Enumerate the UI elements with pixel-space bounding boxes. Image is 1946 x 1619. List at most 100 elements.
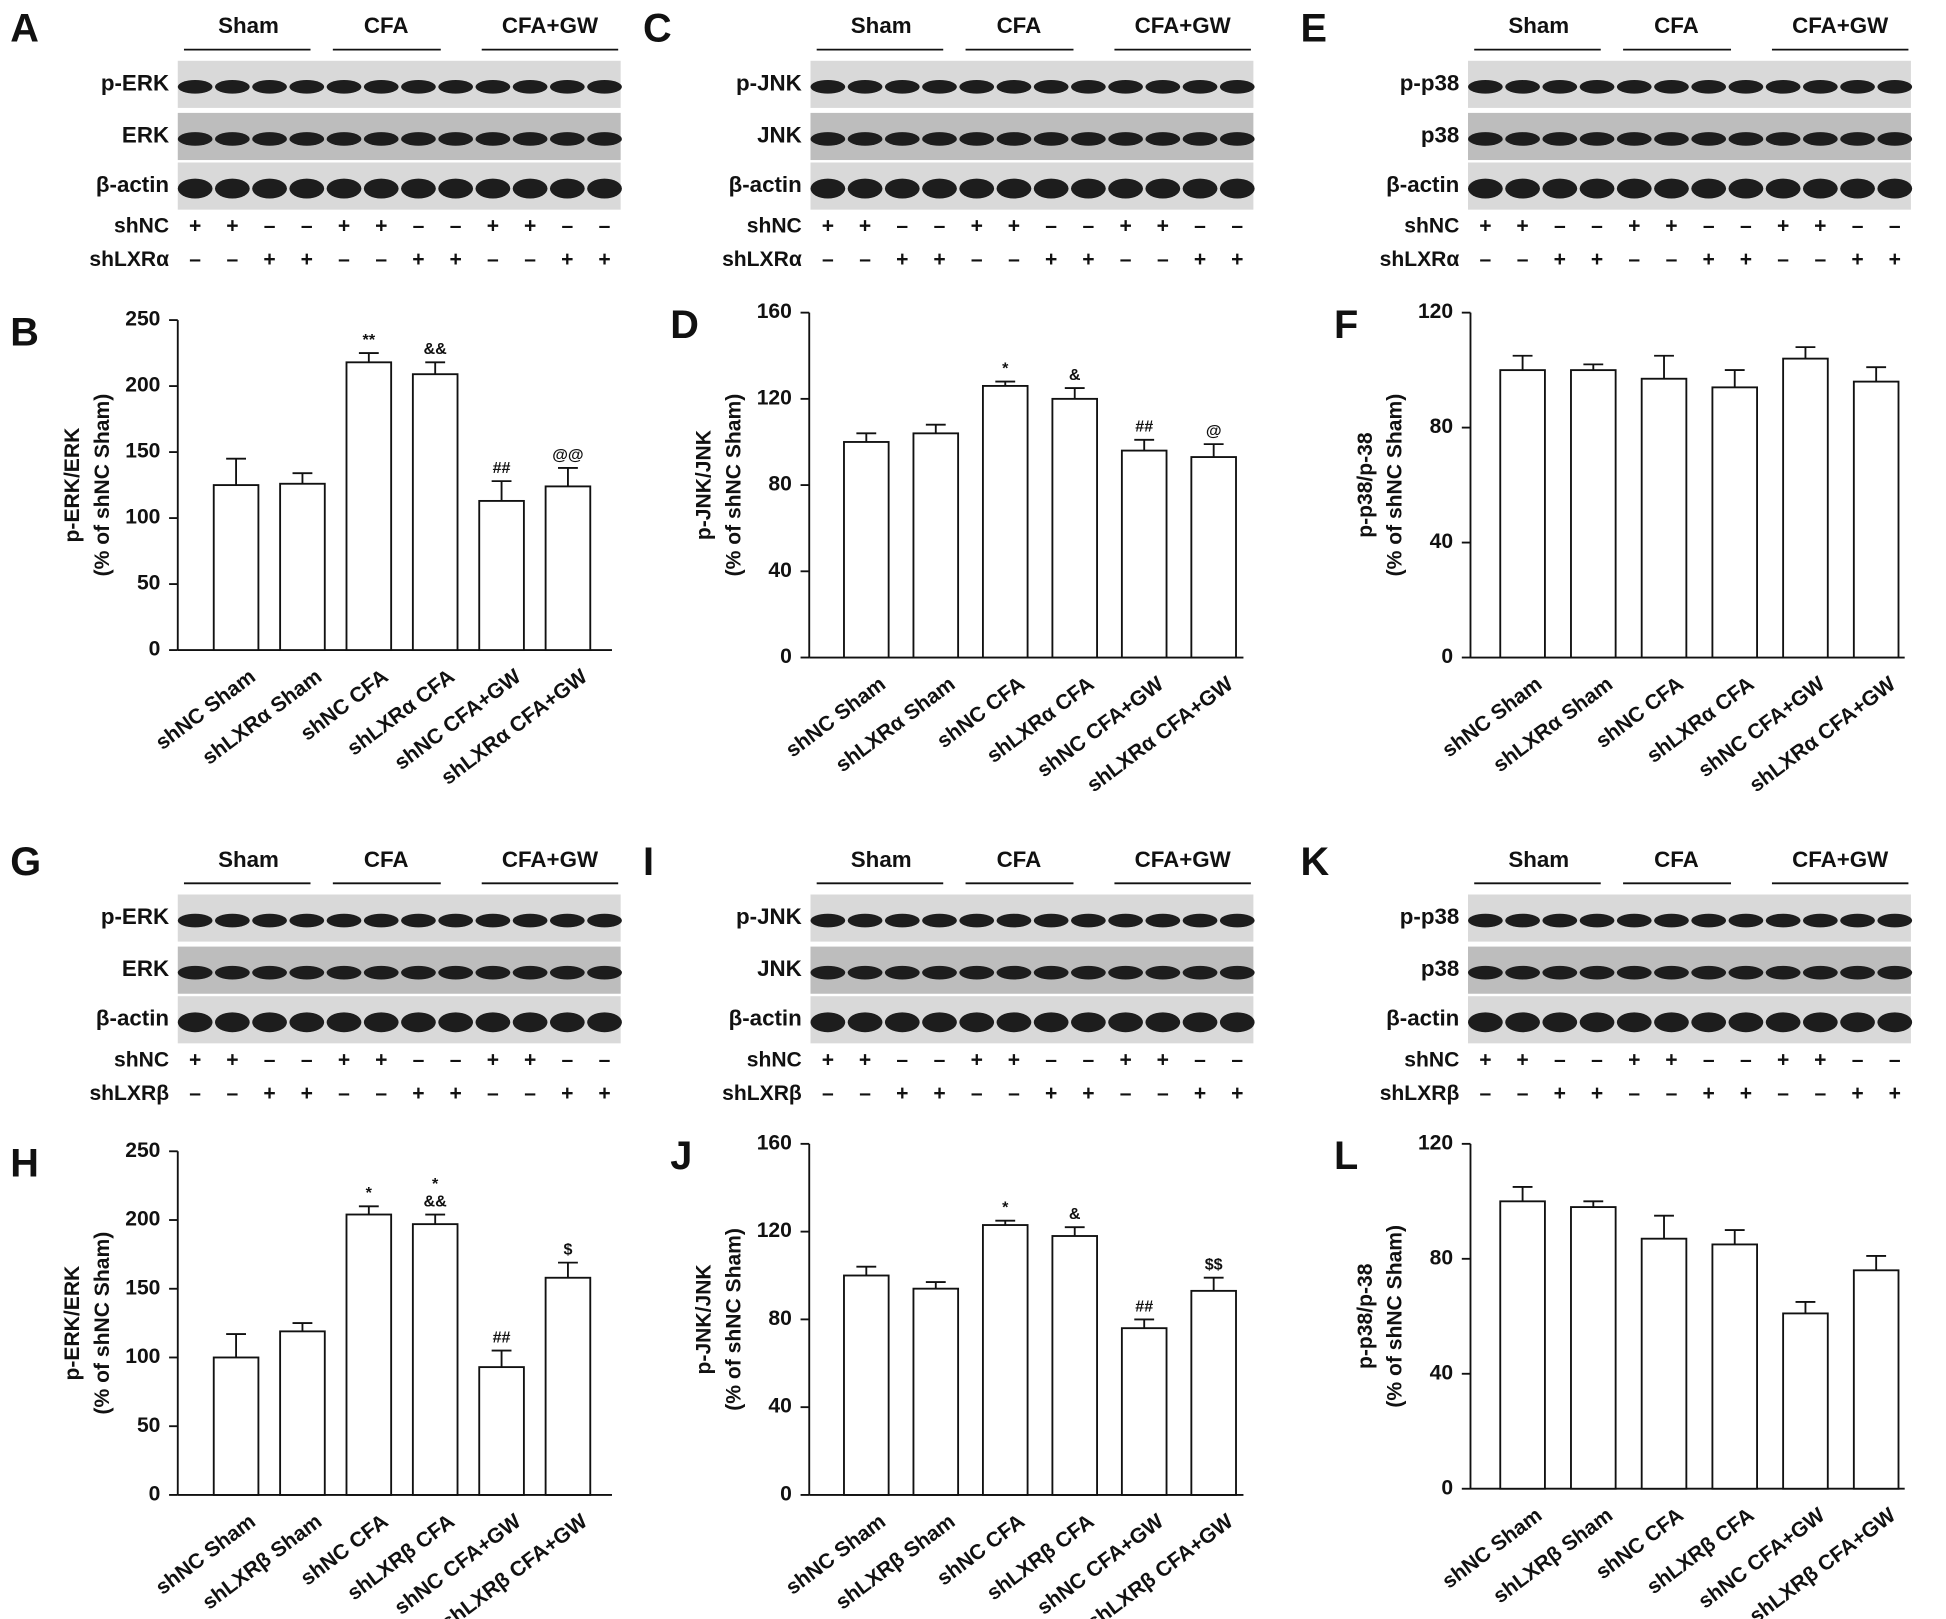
y-tick-label: 150 (125, 440, 160, 463)
blot-band (1219, 178, 1255, 199)
y-axis-label: (% of shNC Sham) (91, 394, 114, 577)
bar (1711, 1243, 1758, 1490)
blot-band (1691, 965, 1727, 980)
blot-band (1654, 1012, 1689, 1033)
y-axis-label: p-ERK/ERK (61, 427, 84, 543)
treatment-sign: + (301, 1082, 313, 1105)
significance-mark: @ (1206, 422, 1222, 440)
panel-letter: D (670, 303, 699, 347)
blot-band (810, 913, 846, 928)
panel-letter: F (1334, 303, 1358, 347)
blot-band (1505, 178, 1540, 199)
treatment-sign: – (413, 1048, 425, 1071)
treatment-sign: + (1082, 248, 1094, 271)
significance-mark: & (1069, 1205, 1081, 1223)
blot-band (512, 1012, 548, 1033)
bar (912, 1287, 960, 1496)
blot-band (1033, 913, 1069, 928)
bar (843, 441, 890, 659)
blot-band (1579, 1012, 1615, 1033)
treatment-sign: + (1119, 215, 1131, 238)
blot-band (810, 965, 846, 980)
blot-band (1468, 178, 1503, 199)
blot-band (475, 178, 511, 199)
row-label: p-p38 (1400, 904, 1460, 929)
blot-band (326, 80, 362, 94)
treatment-sign: – (1852, 1048, 1864, 1071)
blot-band (1505, 80, 1540, 94)
blot-strip (810, 946, 1254, 994)
treatment-sign: + (1703, 1082, 1715, 1105)
blot-band (959, 178, 995, 199)
blot-band (177, 80, 213, 94)
y-tick-label: 100 (125, 1345, 160, 1368)
blot-strip (1468, 112, 1911, 161)
treatment-sign: – (971, 1082, 983, 1105)
blot-band (1108, 178, 1143, 199)
blot-band (1071, 1012, 1106, 1033)
treatment-label: shLXRβ (722, 1082, 802, 1105)
treatment-sign: + (896, 1082, 908, 1105)
treatment-sign: + (338, 215, 350, 238)
blot-band (996, 132, 1032, 146)
blot-band (1145, 965, 1181, 980)
treatment-sign: – (1703, 215, 1715, 238)
blot-band (1108, 132, 1143, 146)
blot-band (326, 913, 362, 928)
treatment-sign: – (1814, 248, 1826, 271)
blot-band (1579, 965, 1615, 980)
treatment-sign: + (1889, 1082, 1901, 1105)
treatment-label: shNC (747, 215, 802, 238)
blot-band (1145, 80, 1181, 94)
blot-band (959, 132, 995, 146)
blot-band (438, 913, 474, 928)
treatment-sign: + (1479, 215, 1491, 238)
treatment-sign: – (338, 1082, 350, 1105)
bar (1570, 1206, 1617, 1490)
blot-band (326, 965, 362, 980)
blot-band (847, 965, 883, 980)
blot-band (326, 178, 362, 199)
significance-mark: $ (563, 1240, 572, 1258)
blot-band (922, 965, 957, 980)
blot-band (922, 913, 957, 928)
treatment-sign: – (226, 248, 238, 271)
treatment-sign: + (1740, 248, 1752, 271)
treatment-sign: – (822, 248, 834, 271)
blot-band (587, 132, 622, 146)
treatment-sign: – (1231, 1048, 1243, 1071)
treatment-sign: + (1628, 1048, 1640, 1071)
treatment-sign: + (1740, 1082, 1752, 1105)
blot-band (884, 80, 920, 94)
row-label: p38 (1421, 122, 1459, 147)
treatment-sign: + (1157, 215, 1169, 238)
treatment-sign: – (1045, 1048, 1057, 1071)
y-axis-label: (% of shNC Sham) (1384, 394, 1407, 577)
blot-band (549, 132, 585, 146)
treatment-sign: + (226, 215, 238, 238)
group-label: CFA+GW (1792, 13, 1889, 38)
blot-band (810, 178, 846, 199)
treatment-sign: + (189, 215, 201, 238)
treatment-sign: + (1665, 1048, 1677, 1071)
blot-band (1468, 1012, 1503, 1033)
blot-band (1840, 1012, 1875, 1033)
group-label: CFA (1654, 13, 1699, 38)
blot-band (1802, 178, 1838, 199)
treatment-sign: + (1591, 248, 1603, 271)
row-label: p-JNK (736, 904, 802, 929)
blot-band (1468, 132, 1503, 146)
blot-band (1691, 80, 1727, 94)
treatment-sign: – (1777, 248, 1789, 271)
blot-band (401, 913, 436, 928)
blot-band (177, 132, 213, 146)
panel-letter: L (1334, 1134, 1358, 1178)
treatment-sign: – (189, 248, 201, 271)
y-tick-label: 0 (1441, 645, 1453, 668)
y-tick-label: 0 (1441, 1476, 1453, 1499)
y-tick-label: 0 (149, 638, 161, 661)
blot-band (1033, 80, 1069, 94)
significance-mark: * (1002, 1199, 1009, 1217)
blot-band (1802, 132, 1838, 146)
treatment-sign: + (971, 215, 983, 238)
